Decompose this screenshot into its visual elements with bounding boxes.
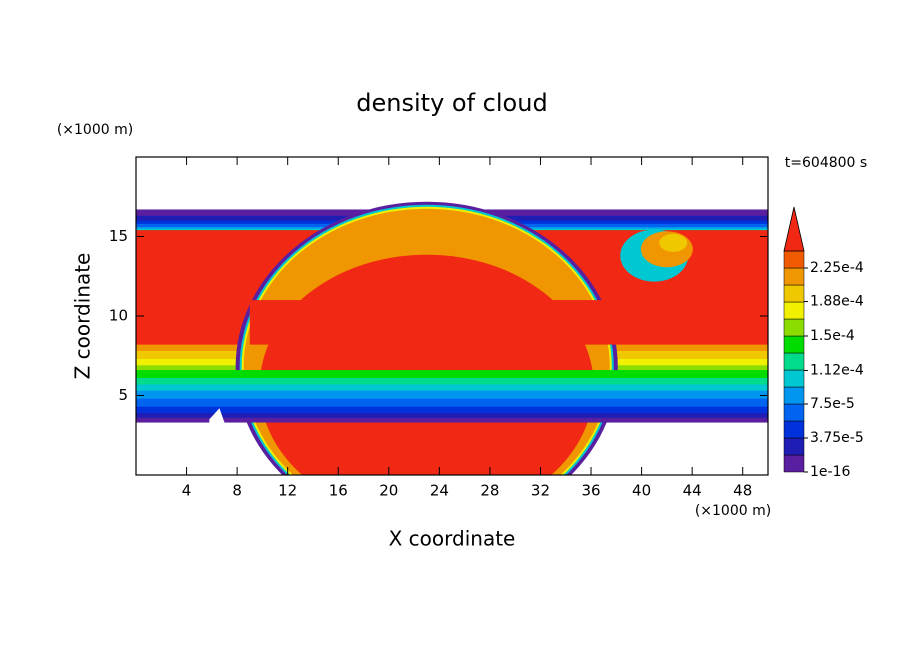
contour-band bbox=[136, 370, 768, 379]
x-tick-label: 32 bbox=[531, 482, 550, 500]
colorbar-box bbox=[783, 335, 805, 354]
colorbar-box bbox=[783, 369, 805, 388]
colorbar-box bbox=[783, 403, 805, 422]
time-label: t=604800 s bbox=[785, 155, 867, 171]
x-unit: (×1000 m) bbox=[695, 503, 771, 519]
x-tick-label: 20 bbox=[379, 482, 398, 500]
colorbar-box bbox=[783, 250, 805, 269]
chart-title: density of cloud bbox=[356, 89, 547, 117]
colorbar-extend bbox=[783, 206, 805, 252]
y-tick-label: 15 bbox=[109, 227, 128, 245]
y-tick-label: 10 bbox=[109, 307, 128, 325]
colorbar-box bbox=[783, 318, 805, 337]
contour-band bbox=[249, 300, 617, 345]
x-tick-label: 48 bbox=[733, 482, 752, 500]
x-tick-label: 8 bbox=[232, 482, 242, 500]
colorbar-box bbox=[783, 284, 805, 303]
contour-cell bbox=[659, 233, 688, 252]
contour-gap bbox=[209, 408, 225, 475]
colorbar-label: 1.12e-4 bbox=[810, 362, 864, 378]
y-tick-label: 5 bbox=[118, 386, 128, 404]
x-tick-label: 12 bbox=[278, 482, 297, 500]
colorbar-box bbox=[783, 267, 805, 286]
colorbar-label: 1.5e-4 bbox=[810, 328, 855, 344]
colorbar-label: 3.75e-5 bbox=[810, 430, 864, 446]
colorbar-box bbox=[783, 437, 805, 456]
colorbar-box bbox=[783, 420, 805, 439]
y-axis-label: Z coordinate bbox=[71, 253, 95, 380]
x-tick-label: 44 bbox=[683, 482, 702, 500]
colorbar-box bbox=[783, 301, 805, 320]
colorbar-box bbox=[783, 454, 805, 473]
colorbar-label: 2.25e-4 bbox=[810, 260, 864, 276]
colorbar-box bbox=[783, 352, 805, 371]
colorbar-label: 1.88e-4 bbox=[810, 294, 864, 310]
x-tick-label: 40 bbox=[632, 482, 651, 500]
x-tick-label: 28 bbox=[480, 482, 499, 500]
x-tick-label: 36 bbox=[581, 482, 600, 500]
colorbar-label: 1e-16 bbox=[810, 464, 850, 480]
contour-band bbox=[136, 374, 768, 385]
y-unit: (×1000 m) bbox=[57, 122, 133, 138]
colorbar-box bbox=[783, 386, 805, 405]
colorbar-label: 7.5e-5 bbox=[810, 396, 855, 412]
x-tick-label: 16 bbox=[329, 482, 348, 500]
x-axis-label: X coordinate bbox=[389, 527, 516, 551]
contour-field bbox=[136, 201, 768, 475]
contour-band bbox=[136, 379, 768, 391]
x-tick-label: 4 bbox=[182, 482, 192, 500]
x-tick-label: 24 bbox=[430, 482, 449, 500]
